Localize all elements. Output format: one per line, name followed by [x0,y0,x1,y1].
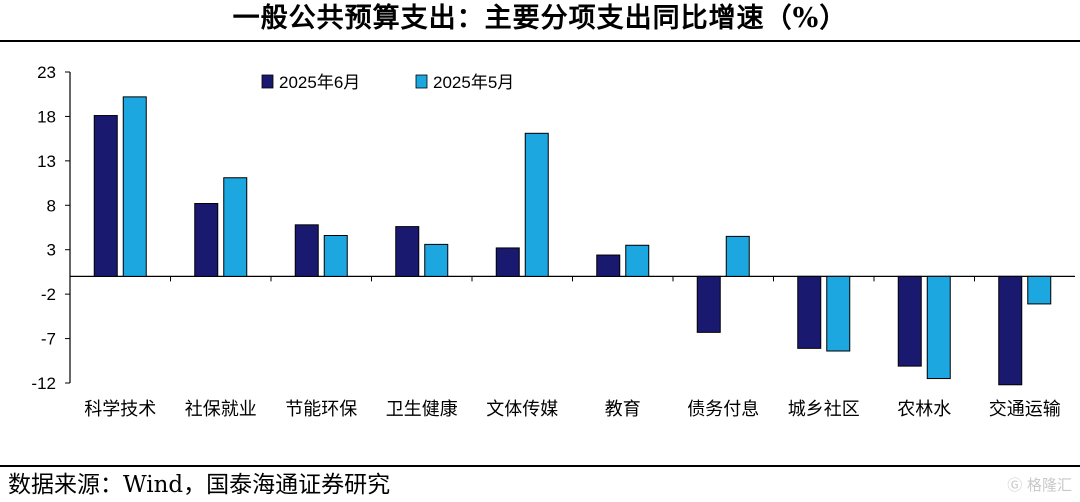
bar-series2 [122,96,147,277]
chart-title: 一般公共预算支出：主要分项支出同比增速（%） [232,3,848,34]
x-category-label: 社保就业 [185,399,257,420]
x-category-label: 城乡社区 [788,399,860,420]
y-tick-label: -7 [41,330,56,349]
bar-series2 [926,275,951,380]
title-divider [0,40,1080,42]
y-tick-label: 23 [37,63,56,82]
y-tick-label: 8 [47,196,56,215]
watermark-text: 格隆汇 [1026,476,1072,494]
watermark-g-icon: Ⓖ [1007,476,1023,494]
bar-series2 [223,177,248,277]
source-note: 数据来源：Wind，国泰海通证券研究 [8,472,391,498]
x-category-label: 农林水 [897,399,951,420]
bar-series2 [625,244,650,277]
bar-series1 [495,247,520,277]
x-category-label: 文体传媒 [486,399,558,420]
y-tick-label: 3 [47,241,56,260]
bar-series1 [897,275,922,367]
x-category-label: 节能环保 [285,399,357,420]
y-tick-label: 13 [37,152,56,171]
bar-series1 [395,226,420,277]
bar-series1 [194,203,219,277]
bar-series1 [93,115,118,277]
legend-label: 2025年5月 [433,73,514,92]
x-category-label: 教育 [605,399,641,420]
x-category-label: 交通运输 [989,399,1061,420]
bar-series1 [596,254,621,277]
y-tick-label: 18 [37,107,56,126]
x-category-label: 债务付息 [687,399,759,420]
bar-series2 [725,235,750,277]
y-tick-label: -2 [41,285,56,304]
x-category-label: 科学技术 [84,399,156,420]
axes: 23 18 13 8 3 -2 -7 -12 科学技术 社保就业 节能环保 卫生健康 文体传媒 教育 债务付… [31,63,1075,420]
bar-series2 [826,275,851,352]
bar-series1 [797,275,822,349]
legend-swatch [261,74,274,89]
bar-series2 [323,234,348,277]
bar-series1 [696,275,721,333]
source-divider [0,465,1080,467]
x-category-label: 卫生健康 [386,399,458,420]
y-tick-label: -12 [31,374,56,393]
legend-swatch [415,74,428,89]
bar-series2 [1027,275,1052,305]
bars [93,96,1052,386]
bar-series1 [294,224,319,277]
bar-series1 [998,275,1023,386]
legend: 2025年6月 2025年5月 [261,73,514,92]
watermark-logo: Ⓖ 格隆汇 [1007,474,1072,495]
bar-series2 [424,243,449,277]
legend-label: 2025年6月 [279,73,360,92]
bar-series2 [524,132,549,277]
bar-chart: 23 18 13 8 3 -2 -7 -12 科学技术 社保就业 节能环保 卫生健康 文体传媒 教育 债务付… [31,63,1075,420]
